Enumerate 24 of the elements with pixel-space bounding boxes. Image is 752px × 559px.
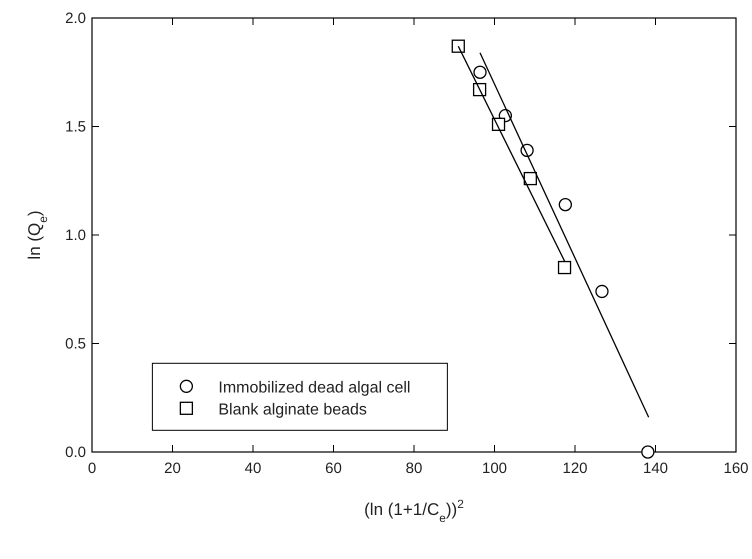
y-tick-label: 2.0 — [65, 10, 86, 27]
point — [558, 198, 572, 212]
x-tick-label: 20 — [164, 460, 181, 477]
x-tick-label: 0 — [88, 460, 96, 477]
y-tick-label: 1.5 — [65, 118, 86, 136]
x-tick-label: 120 — [562, 460, 588, 477]
legend-label: Blank alginate beads — [218, 401, 367, 418]
point — [452, 40, 465, 53]
point — [558, 260, 572, 274]
y-tick-label: 0.0 — [65, 444, 86, 461]
x-tick-label: 160 — [723, 460, 749, 477]
legend-label: Immobilized dead algal cell — [218, 379, 410, 396]
x-axis-title: (ln (1+1/C$_{e}$))$^{2}$ — [364, 497, 464, 525]
point — [641, 445, 654, 459]
x-tick-label: 60 — [325, 460, 342, 477]
y-tick-label: 1.0 — [65, 227, 86, 244]
x-tick-label: 100 — [482, 460, 508, 477]
point — [524, 172, 537, 186]
y-tick-label: 0.5 — [65, 336, 86, 352]
x-tick-label: 40 — [244, 460, 262, 477]
point — [473, 66, 487, 79]
x-tick-label: 140 — [642, 460, 668, 477]
x-tick-label: 80 — [406, 460, 422, 477]
point — [595, 284, 609, 298]
